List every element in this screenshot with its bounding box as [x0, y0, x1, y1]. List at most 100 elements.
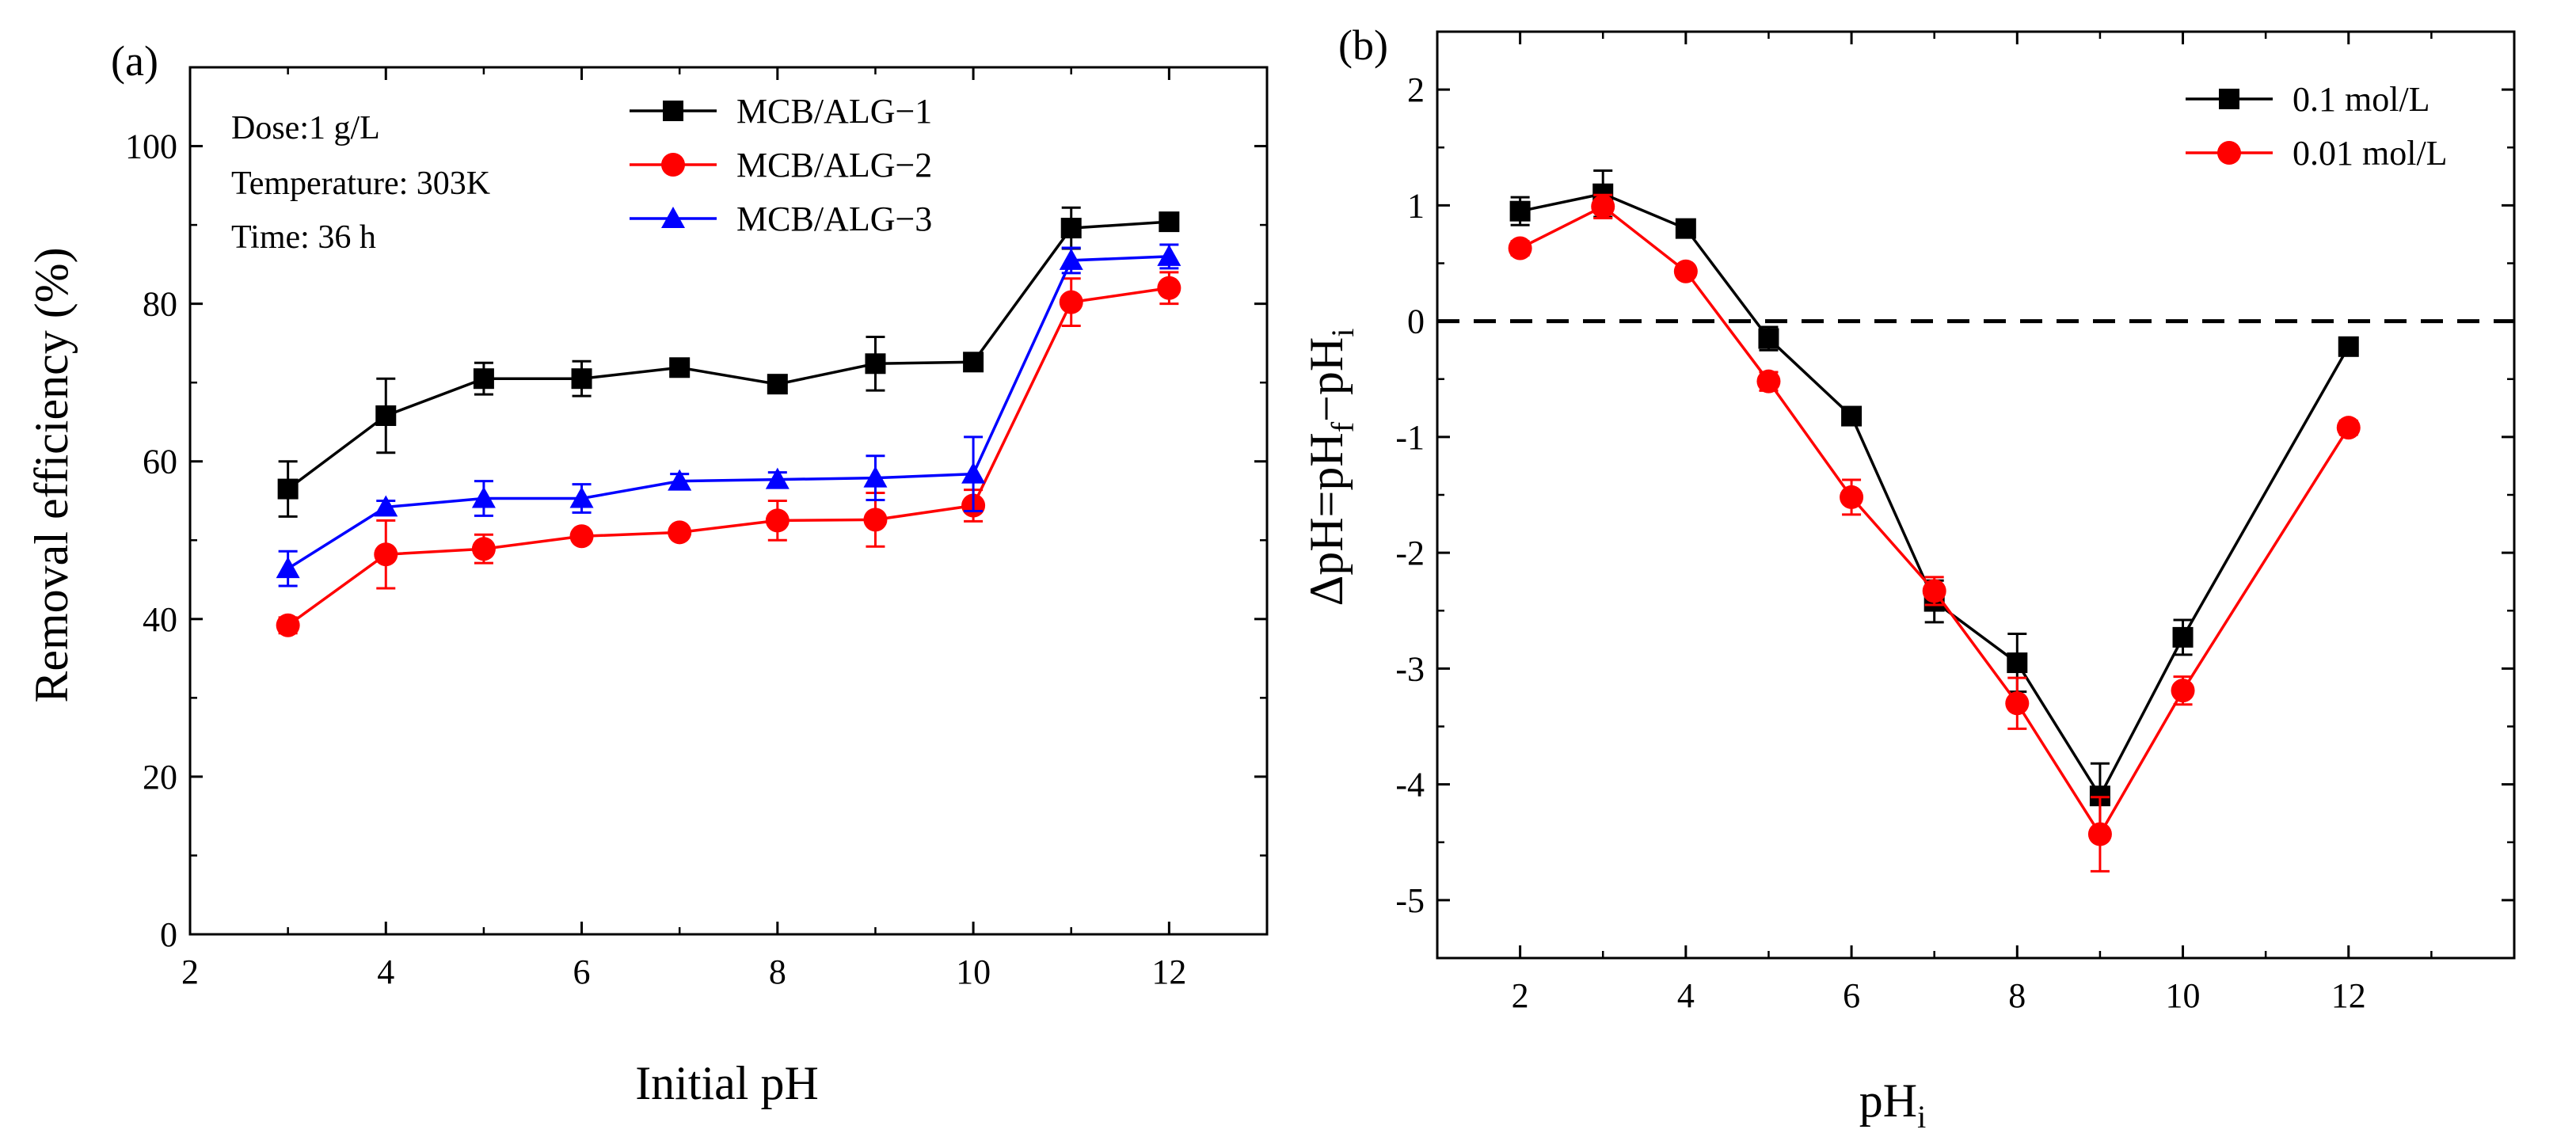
- panel-a-x-tick-label: 2: [181, 953, 199, 991]
- panel-a-data-point: [765, 508, 790, 533]
- panel-b-x-tick-label: 4: [1677, 976, 1695, 1015]
- panel-b-y-tick-label: 1: [1407, 186, 1425, 225]
- panel-a-chart: 2 4 6 8 10 12 0 20 40 60 80 100 (a) Initial pH Remo…: [25, 37, 1269, 1109]
- x-title-sub: i: [1917, 1099, 1926, 1135]
- panel-b-series-line: [1519, 204, 2350, 837]
- panel-b-data-point: [2172, 626, 2194, 648]
- panel-a-data-point: [1157, 244, 1181, 266]
- panel-a-data-point: [765, 467, 790, 489]
- legend-marker: [661, 153, 685, 177]
- panel-b-x-tick-label: 6: [1843, 976, 1860, 1015]
- panel-a-series-1: [277, 206, 1180, 518]
- panel-b-data-point: [1508, 236, 1532, 260]
- panel-a-data-point: [471, 486, 496, 508]
- panel-a-data-point: [473, 368, 494, 390]
- y-title-part2: −pH: [1300, 337, 1353, 422]
- legend-marker: [663, 101, 683, 121]
- panel-a-y-tick-label: 0: [160, 915, 177, 954]
- x-title-main: pH: [1859, 1074, 1917, 1127]
- panel-a-data-point: [276, 613, 300, 637]
- panel-a-data-point: [767, 374, 788, 395]
- panel-b-y-tick-label: 0: [1407, 302, 1425, 341]
- panel-a-x-axis-title: Initial pH: [635, 1057, 819, 1109]
- panel-a-data-point: [668, 520, 692, 545]
- panel-a-data-point: [569, 486, 594, 508]
- panel-a-data-point: [374, 542, 398, 567]
- panel-b-y-tick-label: -1: [1395, 418, 1425, 457]
- legend-label: 0.1 mol/L: [2293, 80, 2430, 119]
- panel-a-x-tick-label: 8: [769, 953, 786, 991]
- panel-b-label: (b): [1338, 21, 1388, 69]
- panel-a-y-tick-label: 60: [143, 443, 177, 481]
- annotation-dose: Dose:1 g/L: [231, 110, 380, 146]
- legend-label: 0.01 mol/L: [2293, 134, 2448, 173]
- panel-a-data-point: [374, 495, 398, 517]
- panel-b-legend: 0.1 mol/L 0.01 mol/L: [2186, 80, 2448, 173]
- panel-b-y-tick-label: 2: [1407, 70, 1425, 109]
- panel-a-data-point: [963, 352, 984, 373]
- panel-b-x-tick-label: 10: [2166, 976, 2201, 1015]
- panel-a-plot-frame: [188, 66, 1269, 936]
- panel-a-legend: MCB/ALG−1 MCB/ALG−2 MCB/ALG−3: [630, 92, 932, 238]
- panel-b-x-tick-label: 8: [2008, 976, 2026, 1015]
- legend-label: MCB/ALG−1: [736, 92, 932, 131]
- panel-b-data-point: [1841, 405, 1863, 427]
- legend-marker: [2217, 141, 2241, 165]
- panel-a-y-tick-label: 100: [125, 127, 177, 166]
- y-title-part1: ΔpH=pH: [1300, 432, 1353, 606]
- annotation-temperature: Temperature: 303K: [231, 165, 490, 202]
- legend-label: MCB/ALG−3: [736, 200, 932, 238]
- y-title-sub-f: f: [1325, 421, 1360, 432]
- panel-a-data-point: [1059, 290, 1083, 314]
- panel-b-y-tick-label: -5: [1395, 881, 1425, 920]
- panel-a-data-point: [863, 466, 888, 488]
- panel-a-data-point: [471, 537, 496, 561]
- panel-b-data-point: [1509, 200, 1531, 222]
- panel-a-data-point: [1159, 211, 1180, 233]
- panel-a-y-tick-label: 80: [143, 285, 177, 324]
- legend-label: MCB/ALG−2: [736, 146, 932, 184]
- panel-a-series-3: [276, 243, 1181, 588]
- panel-b-data-point: [2338, 336, 2359, 357]
- panel-a-x-tick-label: 4: [377, 953, 394, 991]
- panel-b-series-line: [1520, 192, 2350, 799]
- panel-a-data-point: [1157, 276, 1181, 300]
- panel-a-x-tick-label: 12: [1151, 953, 1186, 991]
- panel-b-series-1: [1509, 169, 2359, 830]
- legend-marker: [661, 207, 685, 228]
- panel-a-data-point: [669, 357, 691, 378]
- panel-b-legend-item: 0.01 mol/L: [2186, 134, 2448, 173]
- panel-b-data-point: [1673, 259, 1698, 283]
- panel-b-data-point: [2005, 691, 2030, 716]
- panel-b-y-tick-label: -4: [1395, 766, 1425, 804]
- legend-marker: [2219, 89, 2239, 109]
- panel-a-data-point: [961, 462, 986, 484]
- panel-a-data-point: [865, 353, 886, 375]
- panel-b-y-tick-label: -2: [1395, 534, 1425, 572]
- panel-a-series-line: [287, 286, 1170, 627]
- panel-a-annotations: Dose:1 g/L Temperature: 303K Time: 36 h: [231, 110, 490, 256]
- panel-a-legend-item: MCB/ALG−3: [630, 200, 932, 238]
- panel-b-data-point: [1922, 579, 1946, 603]
- panel-b-data-point: [2007, 652, 2028, 674]
- panel-a-data-point: [1060, 218, 1082, 239]
- panel-a-data-point: [569, 524, 594, 549]
- panel-b-data-point: [1675, 218, 1696, 239]
- panel-a-data-point: [375, 405, 397, 426]
- panel-b-x-tick-label: 12: [2331, 976, 2366, 1015]
- panel-a-data-point: [863, 508, 888, 532]
- panel-b-data-point: [2171, 679, 2195, 703]
- panel-b-series-2: [1508, 193, 2361, 873]
- y-title-sub-i: i: [1325, 329, 1360, 337]
- annotation-time: Time: 36 h: [231, 219, 376, 256]
- panel-b-x-axis-title: pHi: [1859, 1074, 1926, 1135]
- panel-a-data-point: [277, 478, 299, 500]
- panel-a-x-tick-label: 10: [956, 953, 991, 991]
- panel-a-y-axis-title: Removal efficiency (%): [25, 247, 78, 702]
- panel-a-series-line: [287, 255, 1170, 570]
- panel-a-y-tick-label: 20: [143, 758, 177, 797]
- panel-b-y-axis-title: ΔpH=pHf−pHi: [1300, 329, 1360, 607]
- panel-a-y-tick-label: 40: [143, 600, 177, 639]
